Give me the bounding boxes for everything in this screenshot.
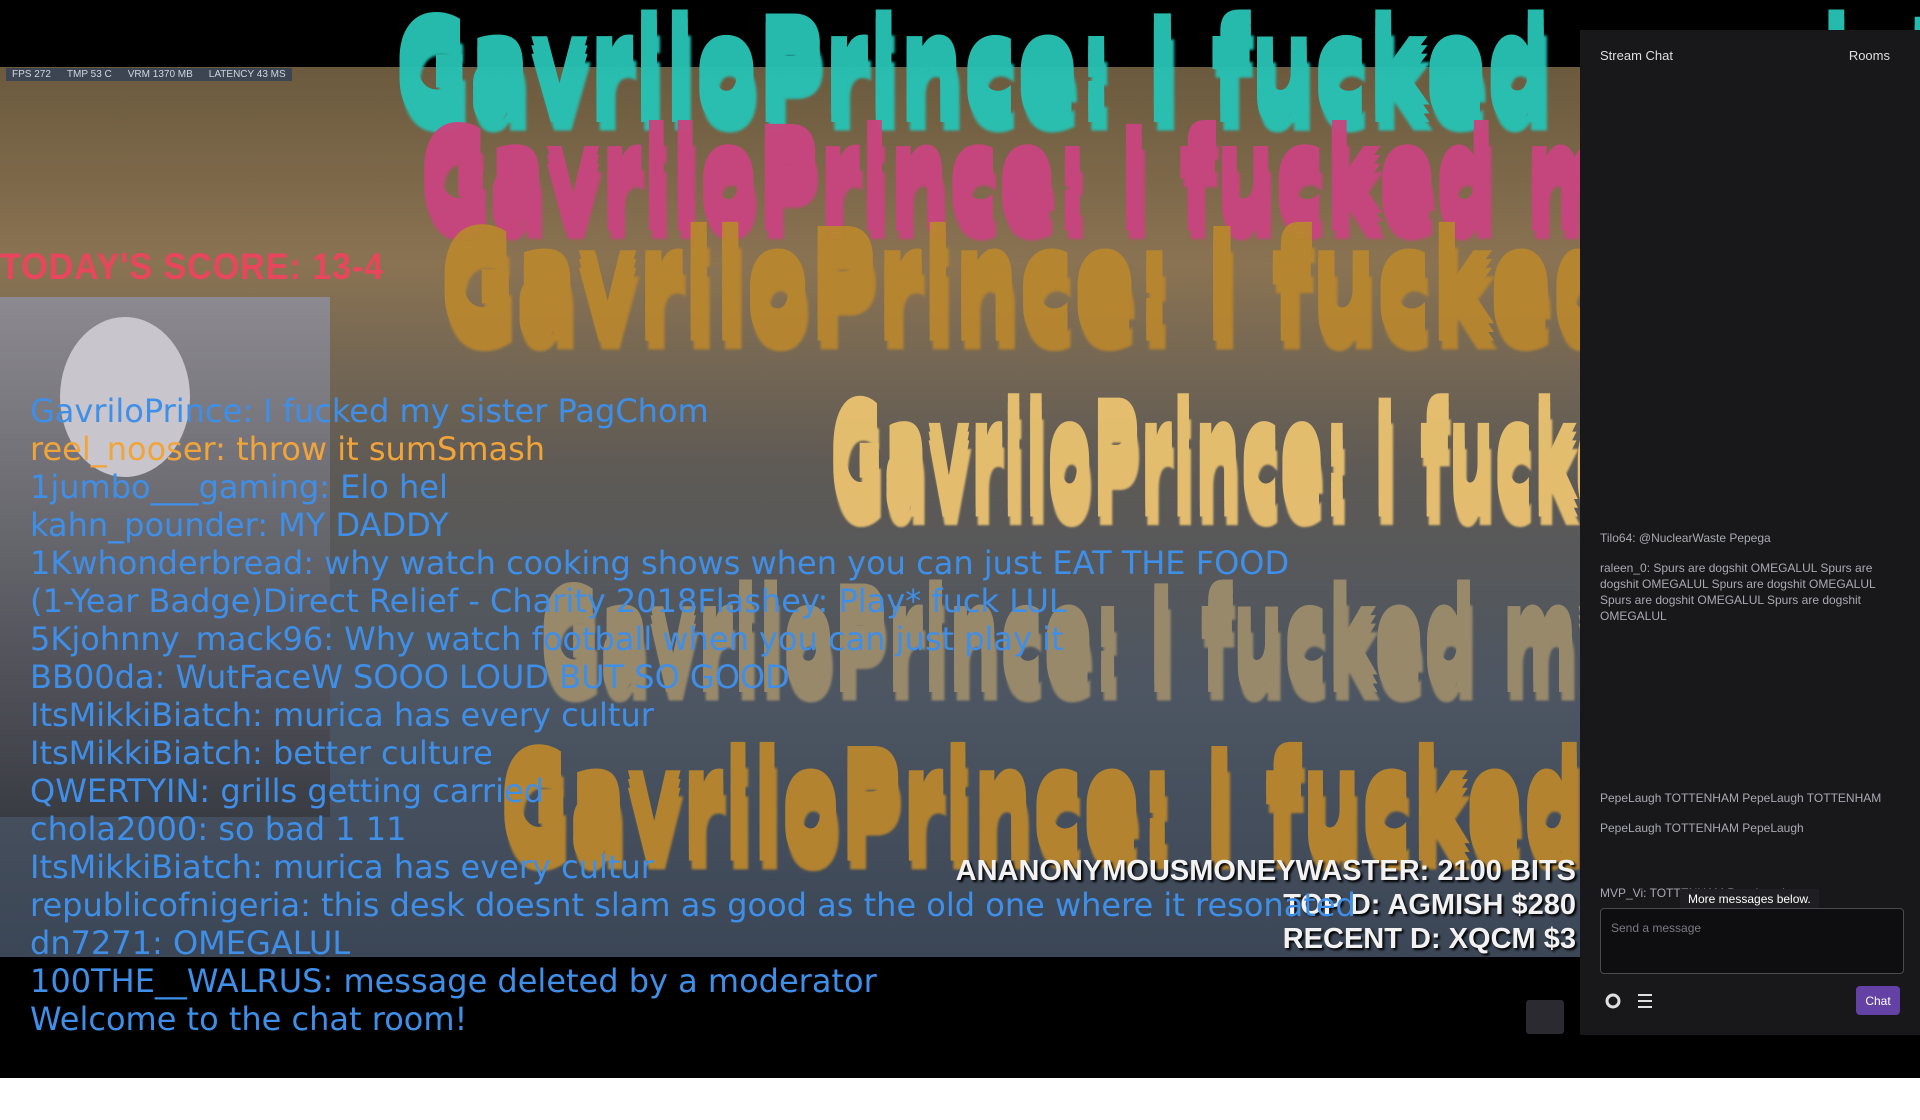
panel-message: PepeLaugh TOTTENHAM PepeLaugh (1600, 821, 1804, 835)
overlay-chat-line: QWERTYIN: grills getting carried (30, 772, 544, 810)
stat: TMP 53 C (66, 69, 112, 80)
overlay-chat-line: 5Kjohnny_mack96: Why watch football when… (30, 620, 1064, 658)
panel-icons[interactable] (1604, 990, 1664, 1012)
chat-placeholder: Send a message (1611, 921, 1702, 935)
overlay-chat-line: BB00da: WutFaceW SOOO LOUD BUT SO GOOD (30, 658, 790, 696)
more-messages[interactable]: More messages below. (1680, 889, 1819, 909)
overlay-chat-line: ItsMikkiBiatch: murica has every cultur (30, 848, 654, 886)
donation: RECENT D: XQCM $3 (1282, 923, 1576, 955)
panel-message: raleen_0: Spurs are dogshit OMEGALUL Spu… (1600, 561, 1876, 623)
stat: FPS 272 (12, 69, 51, 80)
overlay-chat-line: dn7271: OMEGALUL (30, 924, 351, 962)
overlay-chat-line: Welcome to the chat room! (30, 1000, 468, 1038)
overlay-chat-line: ItsMikkiBiatch: murica has every cultur (30, 696, 654, 734)
score: TODAY'S SCORE: 13-4 (0, 246, 385, 288)
rooms-button[interactable]: Rooms (1848, 48, 1890, 63)
overlay-chat-line: GavriloPrince: I fucked my sister PagCho… (30, 392, 709, 430)
overlay-chat-line: republicofnigeria: this desk doesnt slam… (30, 886, 1356, 924)
panel-message: Tilo64: @NuclearWaste Pepega (1600, 531, 1771, 545)
overlay-chat-line: (1-Year Badge)Direct Relief - Charity 20… (30, 582, 1067, 620)
overlay-chat-line: 100THE__WALRUS: message deleted by a mod… (30, 962, 877, 1000)
chat-panel: Stream Chat Rooms Tilo64: @NuclearWaste … (1580, 30, 1920, 1035)
stats-bar: FPS 272 TMP 53 C VRM 1370 MB LATENCY 43 MS (6, 68, 292, 81)
panel-title: Stream Chat (1600, 48, 1673, 63)
chat-input[interactable]: Send a message (1600, 908, 1904, 974)
overlay-chat-line: 1Kwhonderbread: why watch cooking shows … (30, 544, 1290, 582)
overlay-chat-line: chola2000: so bad 1 11 (30, 810, 407, 848)
webcam-person (60, 317, 190, 477)
donation: ANANONYMOUSMONEYWASTER: 2100 BITS (955, 855, 1576, 887)
stat: VRM 1370 MB (127, 69, 193, 80)
overlay-chat-line: 1jumbo___gaming: Elo hel (30, 468, 448, 506)
stat: LATENCY 43 MS (208, 69, 286, 80)
video (0, 67, 1580, 957)
donation: TOP D: AGMISH $280 (1283, 889, 1576, 921)
chat-toggle[interactable] (1526, 1000, 1564, 1034)
overlay-chat-line: ItsMikkiBiatch: better culture (30, 734, 493, 772)
chat-button[interactable]: Chat (1856, 986, 1900, 1015)
stage: FPS 272 TMP 53 C VRM 1370 MB LATENCY 43 MS … (0, 0, 1920, 1078)
panel-message: PepeLaugh TOTTENHAM PepeLaugh TOTTENHAM (1600, 791, 1882, 805)
overlay-chat-line: reel_nooser: throw it sumSmash (30, 430, 546, 468)
overlay-chat-line: kahn_pounder: MY DADDY (30, 506, 449, 544)
